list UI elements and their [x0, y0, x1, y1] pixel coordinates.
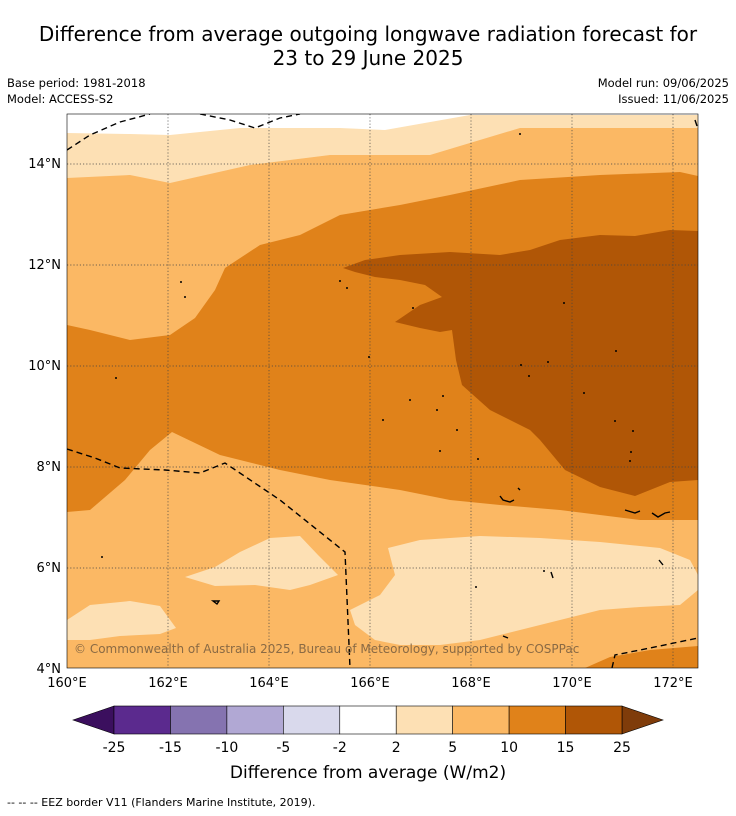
x-tick-label: 168°E: [451, 676, 491, 691]
colorbar-under-arrow: [72, 705, 115, 735]
colorbar-tick-label: -15: [159, 740, 182, 756]
contour-15-25: [343, 230, 698, 496]
x-tick-label: 172°E: [653, 676, 693, 691]
model-name: Model: ACCESS-S2: [7, 92, 114, 106]
x-tick-label: 170°E: [552, 676, 592, 691]
map-plot-area: © Commonwealth of Australia 2025, Bureau…: [67, 114, 698, 668]
title-line-2: 23 to 29 June 2025: [272, 46, 464, 70]
colorbar-labels: -25 -15 -10 -5 -2 2 5 10 15 25: [103, 740, 631, 756]
colorbar-tick-label: -2: [333, 740, 347, 756]
contour-2-5-south-mid: [185, 536, 338, 590]
colorbar-tick-label: 15: [557, 740, 575, 756]
y-tick-label: 14°N: [28, 157, 61, 172]
colorbar-over-arrow: [621, 705, 664, 735]
x-axis: 160°E 162°E 164°E 166°E 168°E 170°E 172°…: [47, 676, 693, 691]
map-figure: © Commonwealth of Australia 2025, Bureau…: [28, 113, 699, 783]
colorbar-swatches: [113, 705, 623, 735]
y-tick-label: 4°N: [37, 662, 62, 677]
title-line-1: Difference from average outgoing longwav…: [38, 22, 698, 46]
x-tick-label: 166°E: [350, 676, 390, 691]
colorbar-tick-label: -5: [276, 740, 290, 756]
y-tick-label: 8°N: [37, 460, 62, 475]
x-tick-label: 162°E: [148, 676, 188, 691]
colorbar-swatch: [395, 705, 453, 735]
island-markers: [101, 133, 634, 588]
colorbar-swatch: [339, 705, 397, 735]
colorbar-swatch: [226, 705, 284, 735]
copyright-text: © Commonwealth of Australia 2025, Bureau…: [74, 642, 579, 656]
base-period: Base period: 1981-2018: [7, 76, 146, 90]
y-tick-label: 6°N: [37, 561, 62, 576]
issued-date: Issued: 11/06/2025: [618, 92, 729, 106]
island-outlines: [210, 119, 698, 639]
y-tick-label: 10°N: [28, 359, 61, 374]
graticule: [67, 114, 698, 668]
colorbar-tick-label: 2: [392, 740, 401, 756]
x-tick-label: 164°E: [249, 676, 289, 691]
meta-left: Base period: 1981-2018 Model: ACCESS-S2: [7, 75, 146, 107]
x-tick-label: 160°E: [47, 676, 87, 691]
colorbar-swatch: [452, 705, 510, 735]
colorbar-title: Difference from average (W/m2): [230, 763, 506, 783]
colorbar-swatch: [565, 705, 623, 735]
colorbar-tick-label: 10: [500, 740, 518, 756]
contour-2-5-north: [67, 114, 698, 183]
colorbar-swatch: [170, 705, 228, 735]
y-axis: 14°N 12°N 10°N 8°N 6°N 4°N: [28, 157, 61, 677]
contour-2-5-south-east: [350, 536, 698, 645]
map-frame: [66, 113, 699, 669]
colorbar-swatch: [508, 705, 566, 735]
colorbar: -25 -15 -10 -5 -2 2 5 10 15 25 Difference from av…: [72, 705, 664, 783]
colorbar-tick-label: -10: [215, 740, 238, 756]
colorbar-tick-label: 5: [448, 740, 457, 756]
colorbar-swatch: [283, 705, 341, 735]
map-title: Difference from average outgoing longwav…: [0, 22, 736, 70]
eez-footnote: -- -- -- EEZ border V11 (Flanders Marine…: [7, 796, 316, 809]
colorbar-tick-label: -25: [103, 740, 126, 756]
y-tick-label: 12°N: [28, 258, 61, 273]
colorbar-tick-label: 25: [613, 740, 631, 756]
eez-border: [67, 114, 698, 668]
colorbar-swatch: [113, 705, 171, 735]
contour-2-5-south-west: [67, 601, 176, 640]
meta-right: Model run: 09/06/2025 Issued: 11/06/2025: [598, 75, 729, 107]
model-run: Model run: 09/06/2025: [597, 76, 729, 90]
